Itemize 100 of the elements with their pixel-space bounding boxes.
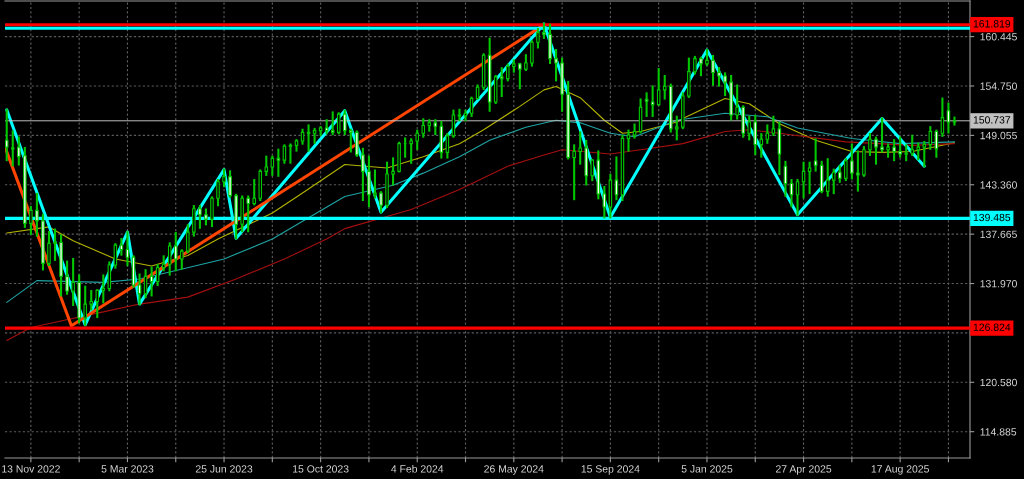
candlestick bbox=[29, 205, 33, 235]
candlestick bbox=[391, 157, 395, 186]
candlestick bbox=[602, 185, 607, 219]
candlestick bbox=[463, 109, 468, 122]
candlestick bbox=[850, 143, 854, 180]
y-tick-label: 120.580 bbox=[980, 378, 1017, 387]
candlestick bbox=[499, 67, 504, 97]
candlestick bbox=[252, 179, 256, 206]
candlestick bbox=[675, 115, 679, 141]
candlestick bbox=[771, 115, 776, 137]
candlestick bbox=[10, 130, 15, 167]
candlestick bbox=[759, 133, 764, 158]
candlestick bbox=[167, 242, 172, 276]
candlestick bbox=[457, 108, 462, 122]
candlestick bbox=[246, 195, 250, 233]
candlestick bbox=[270, 155, 275, 176]
candlestick bbox=[355, 130, 359, 157]
y-tick-label: 160.445 bbox=[980, 33, 1017, 41]
candlestick bbox=[35, 192, 39, 237]
candlestick bbox=[198, 205, 202, 229]
candlestick bbox=[228, 170, 232, 198]
candlestick bbox=[294, 139, 299, 152]
candlestick bbox=[47, 231, 51, 267]
x-tick-label: 4 Feb 2024 bbox=[391, 464, 444, 473]
candlestick bbox=[276, 148, 281, 177]
candlestick bbox=[572, 144, 576, 201]
candlestick bbox=[17, 136, 21, 166]
y-tick-label: 114.885 bbox=[980, 428, 1017, 436]
candlestick bbox=[632, 123, 637, 139]
candlestick bbox=[723, 72, 727, 97]
y-tick-label: 143.360 bbox=[980, 181, 1017, 189]
y-tick-label: 149.055 bbox=[980, 131, 1017, 140]
candlestick bbox=[379, 191, 383, 214]
candlestick bbox=[101, 274, 106, 304]
candlestick bbox=[113, 243, 118, 269]
x-tick-label: 26 May 2024 bbox=[484, 465, 544, 475]
candlestick bbox=[89, 290, 94, 311]
candlestick bbox=[288, 143, 293, 164]
candlestick bbox=[554, 48, 558, 82]
candlestick bbox=[518, 62, 522, 90]
candlestick bbox=[807, 161, 812, 195]
candlestick bbox=[330, 111, 335, 136]
candlestick bbox=[578, 131, 582, 165]
line-series bbox=[6, 112, 956, 303]
candlestick bbox=[844, 158, 848, 182]
candlestick bbox=[349, 128, 353, 153]
candlestick bbox=[216, 179, 220, 207]
x-tick-label: 15 Sep 2024 bbox=[581, 465, 640, 475]
x-tick-label: 25 Jun 2023 bbox=[195, 465, 253, 473]
candlestick bbox=[898, 136, 902, 158]
candlestick bbox=[542, 22, 546, 39]
candlestick bbox=[928, 126, 933, 150]
candlestick bbox=[946, 102, 951, 134]
y-tick-label: 154.750 bbox=[980, 82, 1017, 90]
candlestick bbox=[409, 138, 413, 164]
candlestick bbox=[415, 129, 419, 150]
candlestick bbox=[753, 114, 758, 156]
y-tick-label: 137.665 bbox=[980, 230, 1017, 239]
candlestick bbox=[192, 205, 196, 237]
candlestick bbox=[711, 55, 715, 86]
candlestick bbox=[210, 196, 214, 228]
candlestick bbox=[343, 109, 347, 136]
candlestick bbox=[373, 169, 377, 199]
candlestick bbox=[874, 136, 878, 165]
candlestick bbox=[735, 84, 739, 120]
candlestick bbox=[922, 140, 927, 168]
x-tick-label: 15 Oct 2023 bbox=[293, 465, 349, 473]
candlestick bbox=[856, 150, 860, 192]
candlestick bbox=[831, 168, 836, 195]
candlestick bbox=[662, 74, 667, 100]
x-tick-label: 5 Mar 2023 bbox=[101, 465, 154, 473]
ref-line-label: 161.819 bbox=[973, 20, 1011, 28]
x-tick-label: 13 Nov 2022 bbox=[2, 465, 60, 473]
candlestick bbox=[125, 231, 130, 267]
candlestick bbox=[5, 108, 9, 162]
ref-line-label: 150.737 bbox=[973, 116, 1011, 124]
candlestick bbox=[71, 257, 75, 306]
candlestick bbox=[952, 116, 957, 126]
candlestick bbox=[825, 158, 830, 197]
candlestick bbox=[65, 260, 69, 295]
y-tick-label: 131.970 bbox=[980, 280, 1017, 288]
candlestick bbox=[644, 92, 649, 117]
candlestick bbox=[53, 228, 57, 261]
candlestick bbox=[264, 155, 269, 176]
candlestick bbox=[892, 139, 896, 162]
candlestick bbox=[904, 144, 908, 162]
candlestick bbox=[367, 155, 371, 208]
ref-line-label: 139.485 bbox=[973, 213, 1011, 222]
candlestick bbox=[336, 112, 341, 135]
candlestick bbox=[626, 129, 631, 152]
candlestick bbox=[650, 85, 655, 117]
candlestick bbox=[530, 40, 534, 67]
candlestick bbox=[361, 147, 365, 202]
candlestick bbox=[186, 224, 190, 254]
candlestick bbox=[107, 261, 112, 292]
candlestick bbox=[747, 115, 751, 141]
candlestick bbox=[813, 138, 818, 172]
candlestick bbox=[137, 273, 142, 306]
candlestick bbox=[95, 289, 100, 319]
candlestick bbox=[590, 159, 595, 182]
